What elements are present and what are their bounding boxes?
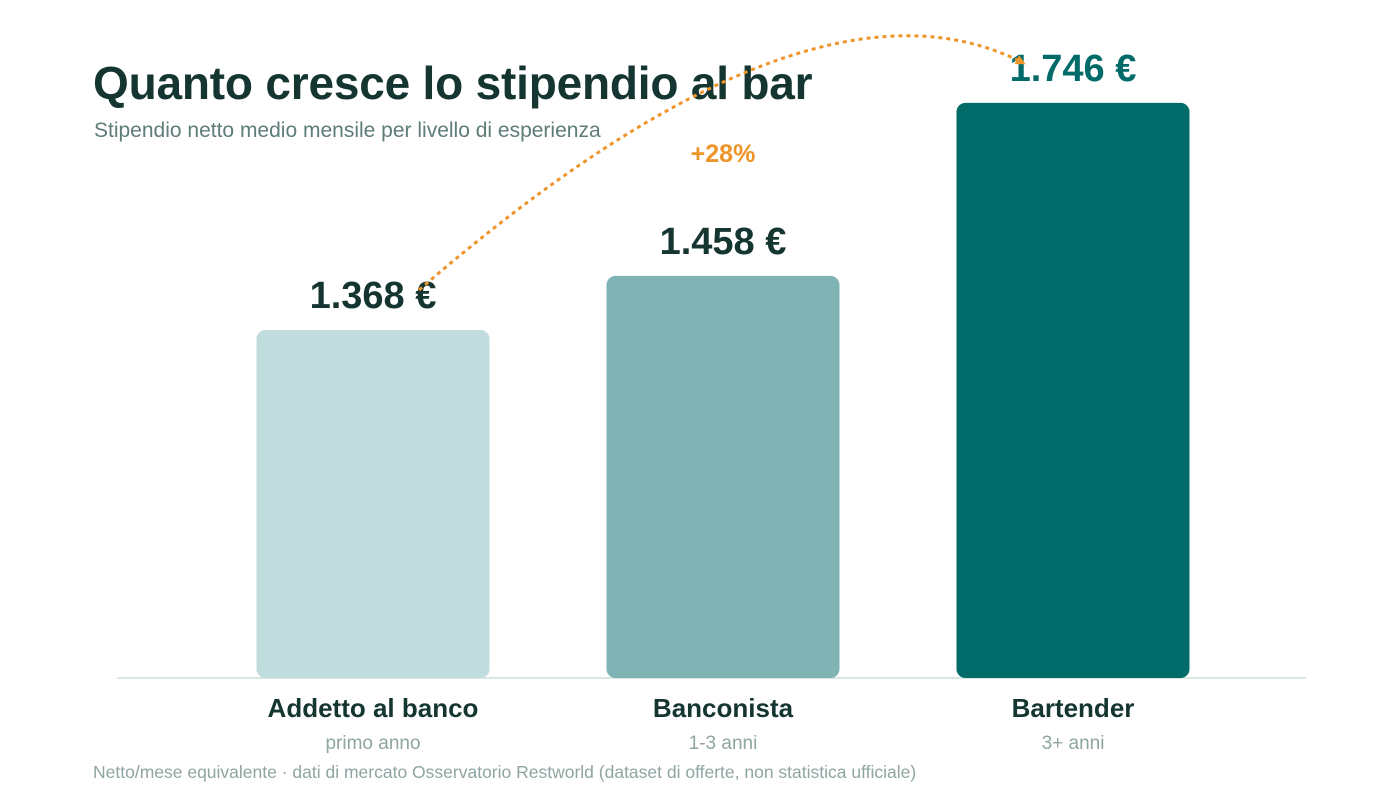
bar-bartender (956, 102, 1190, 678)
chart-title: Quanto cresce lo stipendio al bar (93, 57, 813, 109)
chart-subtitle: Stipendio netto medio mensile per livell… (94, 119, 601, 142)
value-label-bartender: 1.746 € (1010, 48, 1137, 90)
category-label-banconista: Banconista (653, 693, 794, 723)
category-sublabel-bartender: 3+ anni (1042, 733, 1105, 754)
growth-label: +28% (691, 140, 756, 168)
category-sublabel-banconista: 1-3 anni (689, 733, 758, 754)
category-label-addetto-al-banco: Addetto al banco (268, 693, 479, 723)
growth-arrow (418, 34, 1026, 292)
bar-banconista (606, 275, 840, 678)
value-label-banconista: 1.458 € (660, 221, 787, 263)
source-footnote: Netto/mese equivalente · dati di mercato… (93, 762, 917, 782)
value-label-addetto-al-banco: 1.368 € (310, 275, 437, 317)
bar-addetto-al-banco (256, 329, 490, 678)
category-label-bartender: Bartender (1012, 693, 1135, 723)
category-sublabel-addetto-al-banco: primo anno (325, 733, 420, 754)
